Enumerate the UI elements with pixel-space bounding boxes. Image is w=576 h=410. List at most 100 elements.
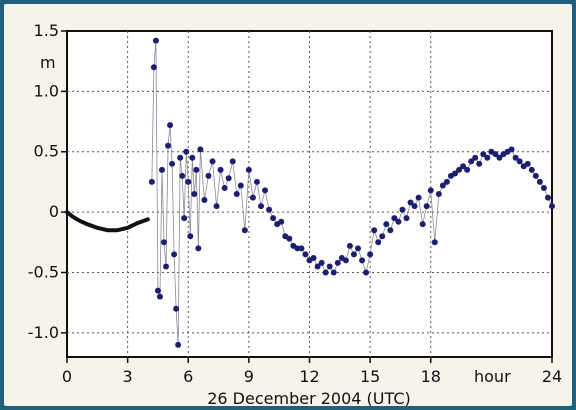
data-point [496, 154, 503, 161]
data-point [528, 166, 535, 173]
data-point [262, 187, 269, 194]
pre-arrival-series-line [65, 210, 150, 233]
y-tick-label: 1.5 [34, 21, 59, 40]
data-point [154, 287, 161, 294]
data-point [456, 166, 463, 173]
data-point [241, 227, 248, 234]
data-point [150, 64, 157, 71]
x-tick-label: 9 [244, 367, 254, 386]
data-point [399, 206, 406, 213]
data-point [245, 166, 252, 173]
data-point [221, 184, 228, 191]
data-point [233, 191, 240, 197]
data-point [371, 227, 378, 234]
data-point [175, 341, 182, 348]
axis-ticks: 0 3 6 9 12 15 18 24 1.5 1.0 0.5 0 -0.5 -1.0 [28, 21, 562, 386]
data-point [148, 178, 155, 185]
data-point [443, 178, 450, 185]
data-point [183, 148, 190, 155]
data-point [415, 194, 422, 201]
data-point [326, 263, 333, 270]
data-point [468, 158, 475, 165]
data-point [355, 245, 361, 252]
chart-frame: 0 3 6 9 12 15 18 24 1.5 1.0 0.5 0 -0.5 -1.0 m hour 26… [4, 4, 572, 406]
data-point [229, 158, 236, 165]
data-point [411, 203, 418, 210]
x-tick-label: 18 [421, 367, 441, 386]
data-point [171, 251, 178, 258]
data-point [472, 154, 479, 161]
data-point [379, 233, 386, 240]
data-point [383, 221, 390, 228]
data-point [524, 160, 531, 167]
data-point [460, 163, 467, 170]
data-point [249, 194, 256, 201]
data-point [363, 269, 370, 276]
data-point [158, 166, 165, 173]
data-point [419, 221, 426, 228]
data-point [342, 257, 349, 264]
data-point [217, 166, 224, 173]
data-point [163, 263, 170, 270]
data-point [367, 251, 374, 258]
data-point [536, 178, 543, 185]
y-tick-label: -0.5 [28, 262, 59, 281]
plot-area [66, 30, 553, 358]
data-point [310, 254, 317, 261]
data-point [322, 269, 329, 276]
data-point [156, 293, 163, 300]
data-point [165, 142, 172, 149]
data-point [350, 251, 357, 258]
data-point [532, 172, 539, 179]
data-point [334, 259, 341, 266]
data-point [439, 182, 446, 189]
y-tick-label: 0.5 [34, 142, 59, 161]
data-point [314, 263, 321, 270]
x-tick-label: 3 [123, 367, 133, 386]
data-point [423, 203, 430, 210]
data-point [452, 170, 458, 177]
x-tick-label: 6 [183, 367, 193, 386]
data-point [270, 215, 277, 222]
y-tick-label: -1.0 [28, 323, 59, 342]
data-point [205, 172, 212, 179]
data-point [427, 187, 434, 194]
data-point [278, 218, 285, 225]
data-point [480, 151, 487, 158]
data-point [512, 154, 519, 161]
observation-markers [148, 37, 555, 348]
x-tick-label: 0 [62, 367, 72, 386]
data-point [476, 160, 483, 167]
data-point [549, 203, 555, 210]
data-point [407, 199, 414, 206]
x-tick-label: 15 [360, 367, 380, 386]
data-point [177, 154, 184, 161]
tide-gauge-chart: 0 3 6 9 12 15 18 24 1.5 1.0 0.5 0 -0.5 -1.0 m hour 26… [28, 21, 562, 406]
data-point [191, 191, 198, 197]
data-point [516, 158, 523, 165]
data-point [195, 245, 202, 252]
data-point [169, 160, 176, 167]
data-point [540, 184, 547, 191]
data-point [197, 146, 204, 153]
data-point [189, 154, 196, 161]
data-point [387, 227, 394, 234]
observation-connector-line [151, 40, 553, 345]
data-point [266, 206, 273, 213]
y-tick-label: 0 [49, 202, 59, 221]
grid-lines [67, 31, 552, 357]
pre-arrival-line [65, 210, 150, 233]
data-point [318, 259, 325, 266]
data-point [302, 251, 309, 258]
x-tick-label: 24 [542, 367, 562, 386]
data-point [253, 178, 260, 185]
data-point [395, 218, 402, 225]
data-point [179, 172, 186, 179]
data-point [152, 37, 159, 44]
data-point [492, 151, 499, 158]
data-point [435, 191, 442, 197]
data-point [330, 269, 337, 276]
data-point [346, 242, 353, 249]
data-point [237, 182, 244, 189]
data-point [209, 158, 216, 165]
